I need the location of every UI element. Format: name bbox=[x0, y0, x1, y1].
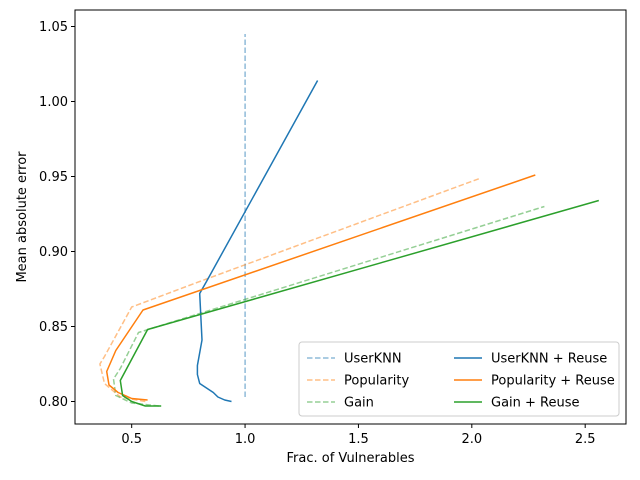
x-axis-label: Frac. of Vulnerables bbox=[287, 451, 415, 466]
y-axis-ticks: 0.80 0.85 0.90 0.95 1.00 1.05 bbox=[39, 20, 75, 410]
legend-label-popularity-plus-reuse: Popularity + Reuse bbox=[491, 374, 615, 389]
y-tick-label: 0.80 bbox=[39, 395, 68, 410]
x-tick-label: 1.5 bbox=[348, 432, 369, 447]
series-line-popularity bbox=[99, 177, 482, 403]
y-tick-label: 1.00 bbox=[39, 95, 68, 110]
x-tick-label: 0.5 bbox=[121, 432, 142, 447]
y-tick-label: 0.95 bbox=[39, 170, 68, 185]
x-tick-label: 2.0 bbox=[461, 432, 482, 447]
series-line-gain-plus-reuse bbox=[119, 199, 600, 407]
plot-frame bbox=[74, 9, 627, 425]
legend: UserKNN Popularity Gain UserKNN + Reuse Popu… bbox=[298, 341, 620, 417]
legend-frame bbox=[298, 341, 620, 417]
legend-label-gain: Gain bbox=[344, 396, 374, 411]
series-line-popularity-plus-reuse bbox=[105, 174, 536, 401]
legend-label-userknn: UserKNN bbox=[344, 352, 402, 367]
legend-label-gain-plus-reuse: Gain + Reuse bbox=[491, 396, 580, 411]
x-tick-label: 2.5 bbox=[575, 432, 596, 447]
legend-label-popularity: Popularity bbox=[344, 374, 409, 389]
y-tick-label: 0.85 bbox=[39, 320, 68, 335]
y-tick-label: 0.90 bbox=[39, 245, 68, 260]
series-layer bbox=[99, 34, 600, 407]
y-axis-label: Mean absolute error bbox=[15, 151, 30, 283]
legend-label-userknn-plus-reuse: UserKNN + Reuse bbox=[491, 352, 607, 367]
series-line-gain bbox=[112, 205, 545, 407]
y-tick-label: 1.05 bbox=[39, 20, 68, 35]
x-tick-label: 1.0 bbox=[235, 432, 256, 447]
x-axis-ticks: 0.5 1.0 1.5 2.0 2.5 bbox=[121, 424, 596, 447]
